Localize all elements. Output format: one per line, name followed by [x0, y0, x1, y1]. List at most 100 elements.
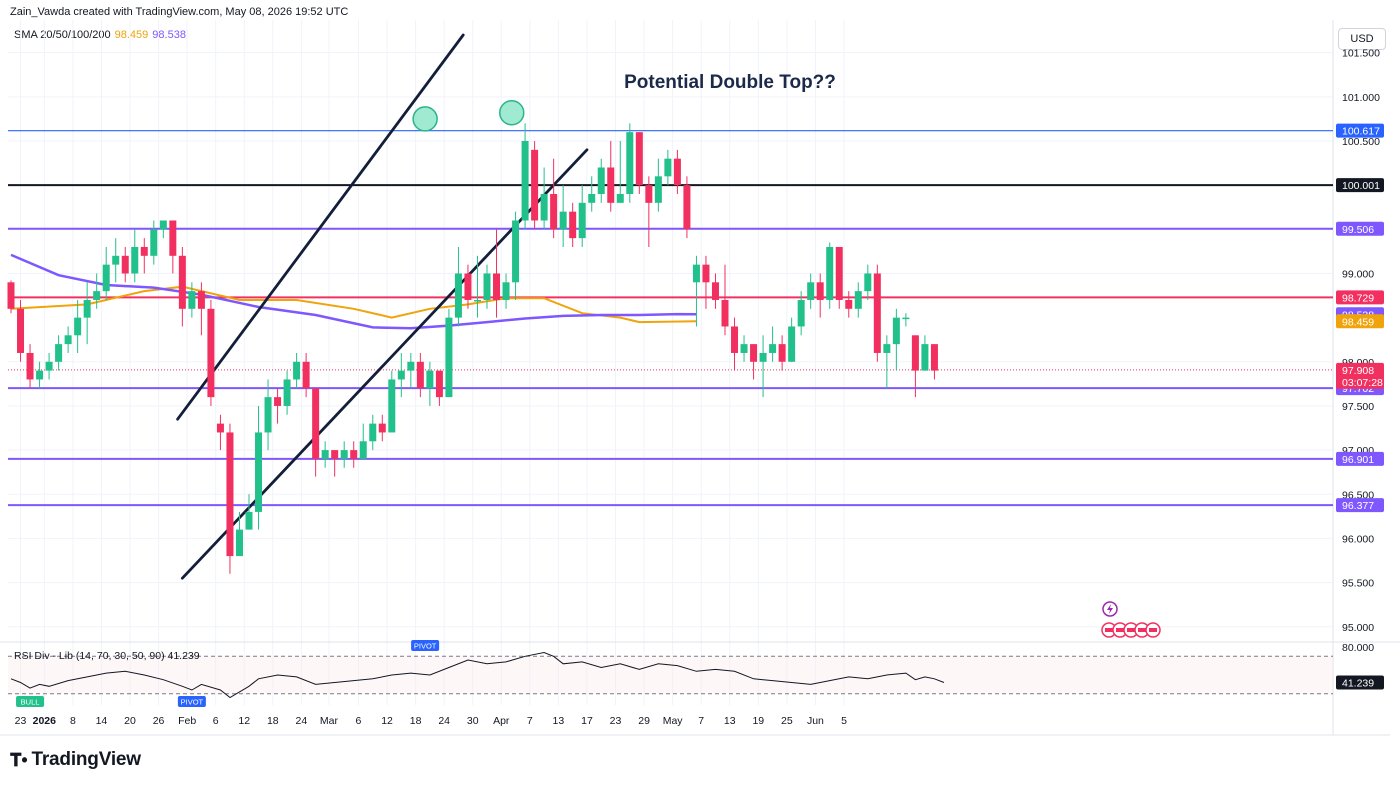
candles — [7, 123, 938, 574]
candle — [102, 246, 110, 300]
candle — [445, 308, 453, 398]
event-icons[interactable] — [1101, 601, 1161, 638]
candle — [350, 441, 358, 468]
rsi-legend[interactable]: RSI Div - Lib (14, 70, 30, 50, 90) 41.23… — [14, 650, 200, 662]
candle-body — [378, 423, 386, 433]
candle — [930, 344, 938, 380]
candle-body — [102, 264, 110, 292]
candle-body — [521, 140, 529, 221]
candle — [74, 299, 82, 353]
candle-body — [673, 158, 681, 186]
candle-body — [759, 352, 767, 362]
candle-body — [255, 432, 263, 512]
rsi-marker-label: BULL — [21, 698, 40, 707]
candle-body — [245, 511, 253, 530]
candle — [140, 238, 148, 274]
candle-body — [816, 282, 824, 300]
horizontal-levels[interactable] — [8, 130, 1333, 507]
time-tick-label: 14 — [96, 715, 108, 727]
time-tick-label: 13 — [724, 715, 736, 727]
candle — [255, 405, 263, 530]
sma-value-purple: 98.538 — [152, 29, 186, 41]
price-tick-label: 101.000 — [1342, 92, 1380, 104]
rsi-band — [8, 656, 1333, 694]
candle — [359, 423, 367, 459]
price-tick-label: 97.500 — [1342, 401, 1374, 413]
currency-selector[interactable]: USD — [1338, 28, 1386, 50]
candle — [302, 352, 310, 398]
candle — [740, 335, 748, 362]
time-tick-label: 24 — [438, 715, 450, 727]
candle — [93, 273, 101, 309]
candle — [416, 352, 424, 398]
tradingview-logo-icon: 𝐓• — [10, 749, 28, 770]
candle — [17, 299, 25, 362]
time-axis[interactable]: 23 2026 8 14 20 26 Feb 6 12 18 24 Mar 6 12 18 24 30 Apr 7 1… — [15, 715, 847, 727]
sma-tag: 98.459 — [1342, 316, 1374, 328]
price-axis[interactable]: 95.00095.50096.00096.50097.00097.50098.0… — [1336, 48, 1384, 634]
tradingview-logo[interactable]: 𝐓• TradingView — [10, 749, 141, 771]
tradingview-logo-text: TradingView — [31, 749, 142, 770]
candle-body — [559, 211, 567, 230]
candle-body — [635, 132, 643, 186]
level-tag-bg — [1336, 498, 1384, 513]
candle-body — [331, 450, 339, 459]
candle — [407, 352, 415, 389]
candle — [312, 388, 320, 477]
candle — [426, 361, 434, 406]
candle-body — [426, 370, 434, 389]
rsi-line — [10, 651, 945, 699]
candle — [188, 282, 196, 318]
candle — [435, 370, 443, 406]
level-tag-bg — [1336, 290, 1384, 305]
candle-body — [159, 220, 167, 230]
candle — [150, 220, 158, 265]
time-tick-label: May — [663, 715, 684, 727]
candle-body — [454, 273, 462, 318]
time-tick-label: 12 — [381, 715, 393, 727]
candle — [121, 246, 129, 283]
candle — [664, 149, 672, 186]
candle — [578, 185, 586, 247]
time-tick-label: 8 — [70, 715, 76, 727]
time-tick-label: 24 — [296, 715, 308, 727]
trend-channel[interactable] — [176, 33, 589, 580]
candle — [769, 326, 777, 362]
candle — [711, 273, 719, 309]
candle — [559, 185, 567, 247]
candle-body — [740, 344, 748, 353]
candle-body — [493, 273, 501, 300]
candle-body — [131, 246, 139, 274]
candle-body — [207, 308, 215, 398]
candle — [159, 220, 167, 239]
candle-body — [36, 370, 44, 380]
candle-body — [607, 167, 615, 203]
candle — [483, 264, 491, 309]
candle — [883, 335, 891, 389]
candle-body — [854, 291, 862, 309]
candle-body — [435, 370, 443, 398]
candle — [331, 450, 339, 477]
candle — [616, 140, 624, 203]
candle-body — [140, 246, 148, 256]
candle-body — [388, 379, 396, 433]
candle-body — [911, 335, 919, 371]
rsi-marker-bg — [16, 696, 45, 707]
candle — [216, 414, 224, 451]
sma-legend[interactable]: SMA 20/50/100/200 98.459 98.538 — [14, 29, 186, 41]
candle — [797, 291, 805, 336]
candle — [635, 132, 643, 194]
candle-body — [483, 273, 491, 300]
rsi-marker-label: PIVOT — [414, 642, 437, 651]
candle-body — [293, 361, 301, 380]
candle — [531, 140, 539, 230]
candle — [45, 352, 53, 380]
us-flag-icon-stripe — [1138, 628, 1146, 632]
candle — [473, 255, 481, 318]
us-flag-icon-stripe — [1116, 628, 1124, 632]
candle — [654, 158, 662, 212]
candle — [131, 229, 139, 283]
candle — [911, 335, 919, 398]
candle — [807, 273, 815, 309]
